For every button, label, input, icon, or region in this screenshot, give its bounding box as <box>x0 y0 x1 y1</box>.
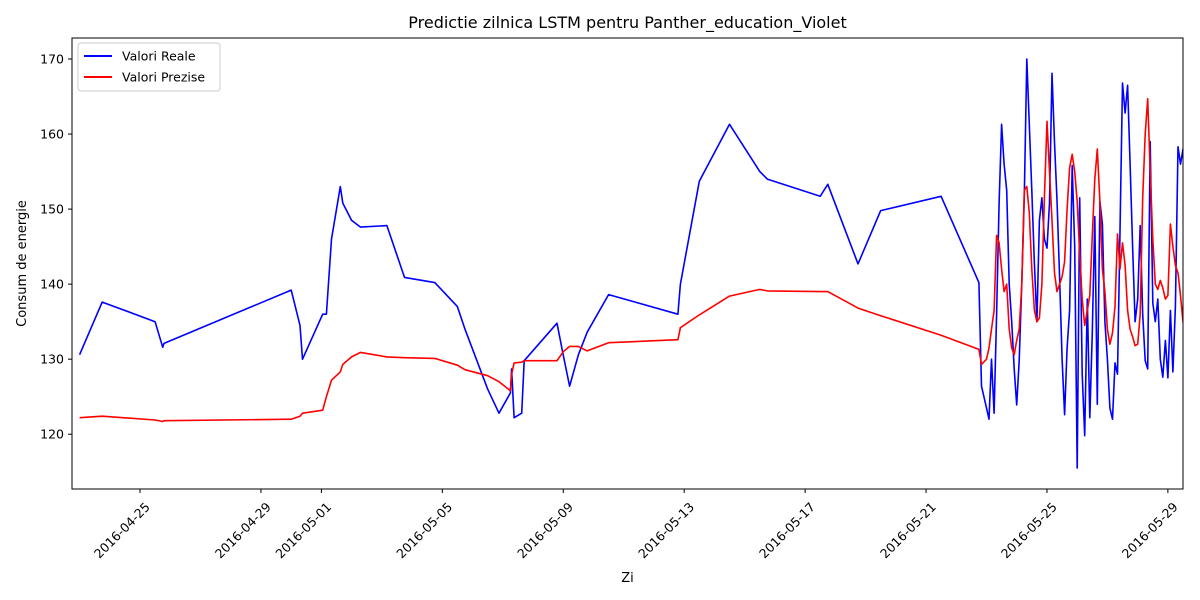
y-axis: 120 130 140 150 160 170 <box>40 52 72 442</box>
x-axis-label: Zi <box>621 571 634 586</box>
y-tick-label: 160 <box>40 127 64 142</box>
plot-frame <box>71 37 1184 490</box>
legend-label-valori-prezise: Valori Prezise <box>122 70 205 85</box>
chart-title: Predictie zilnica LSTM pentru Panther_ed… <box>408 13 847 33</box>
y-tick-label: 150 <box>40 202 64 217</box>
legend: Valori Reale Valori Prezise <box>77 42 221 92</box>
series-line-valori-prezise <box>79 98 1183 423</box>
y-tick-label: 170 <box>40 52 64 67</box>
y-axis-label: Consum de energie <box>15 200 30 327</box>
legend-box <box>77 42 221 92</box>
y-tick-label: 140 <box>40 277 64 292</box>
y-tick-label: 120 <box>40 427 64 442</box>
legend-label-valori-reale: Valori Reale <box>122 49 196 64</box>
y-tick-label: 130 <box>40 352 64 367</box>
series-layer <box>78 58 1183 469</box>
